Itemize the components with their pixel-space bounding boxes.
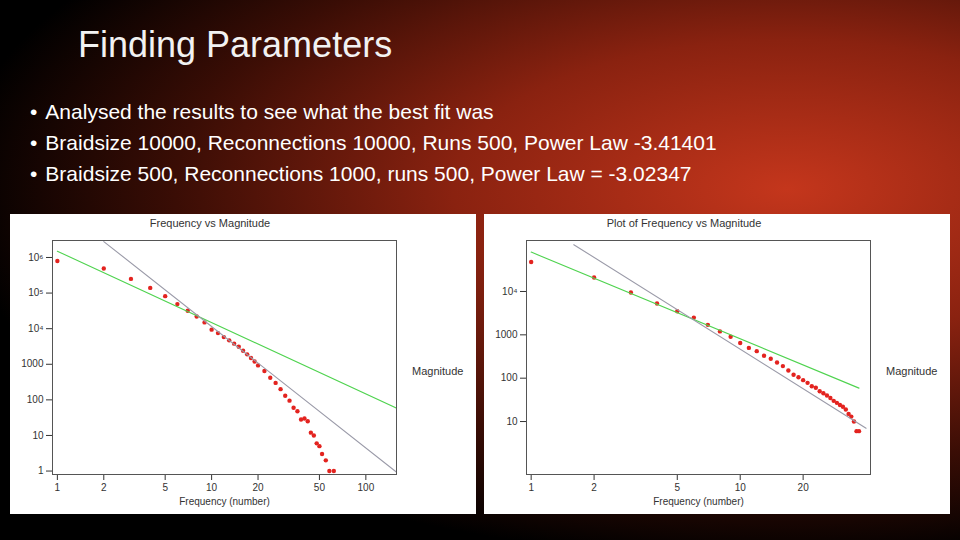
svg-text:1: 1 [55, 482, 61, 493]
svg-text:1000: 1000 [495, 329, 518, 340]
svg-text:10⁴: 10⁴ [28, 323, 43, 334]
svg-text:50: 50 [314, 482, 326, 493]
svg-text:5: 5 [162, 482, 168, 493]
svg-text:1: 1 [38, 465, 44, 476]
svg-text:10: 10 [32, 430, 44, 441]
svg-text:10⁵: 10⁵ [28, 287, 43, 298]
svg-text:10⁴: 10⁴ [502, 286, 517, 297]
html-text:Magnitude: Magnitude [886, 365, 938, 377]
svg-text:10: 10 [506, 416, 518, 427]
svg-text:2: 2 [591, 482, 597, 493]
html-text:Finding Parameters: Finding Parameters [78, 24, 393, 65]
svg-text:1000: 1000 [21, 358, 44, 369]
svg-text:100: 100 [27, 394, 44, 405]
svg-text:5: 5 [674, 482, 680, 493]
svg-text:100: 100 [358, 482, 375, 493]
html-text:Braidsize 10000, Reconnections: Braidsize 10000, Reconnections 10000, Ru… [45, 131, 717, 154]
svg-text:1: 1 [528, 482, 534, 493]
svg-text:2: 2 [101, 482, 107, 493]
html-text:Magnitude: Magnitude [412, 365, 464, 377]
svg-text:10: 10 [206, 482, 218, 493]
html-text:Braidsize 500, Reconnections 1: Braidsize 500, Reconnections 1000, runs … [45, 162, 692, 185]
html-text:Plot of Frequency vs Magnitude: Plot of Frequency vs Magnitude [606, 217, 762, 229]
svg-text:10: 10 [735, 482, 747, 493]
svg-text:20: 20 [798, 482, 810, 493]
html-text:Frequency vs Magnitude: Frequency vs Magnitude [149, 217, 271, 229]
html-text:Analysed the results to see wh: Analysed the results to see what the bes… [45, 100, 494, 123]
svg-text:100: 100 [501, 372, 518, 383]
svg-text:10⁶: 10⁶ [28, 252, 43, 263]
svg-text:20: 20 [252, 482, 264, 493]
svg-text:Frequency (number): Frequency (number) [653, 496, 744, 507]
svg-text:Frequency (number): Frequency (number) [179, 496, 270, 507]
